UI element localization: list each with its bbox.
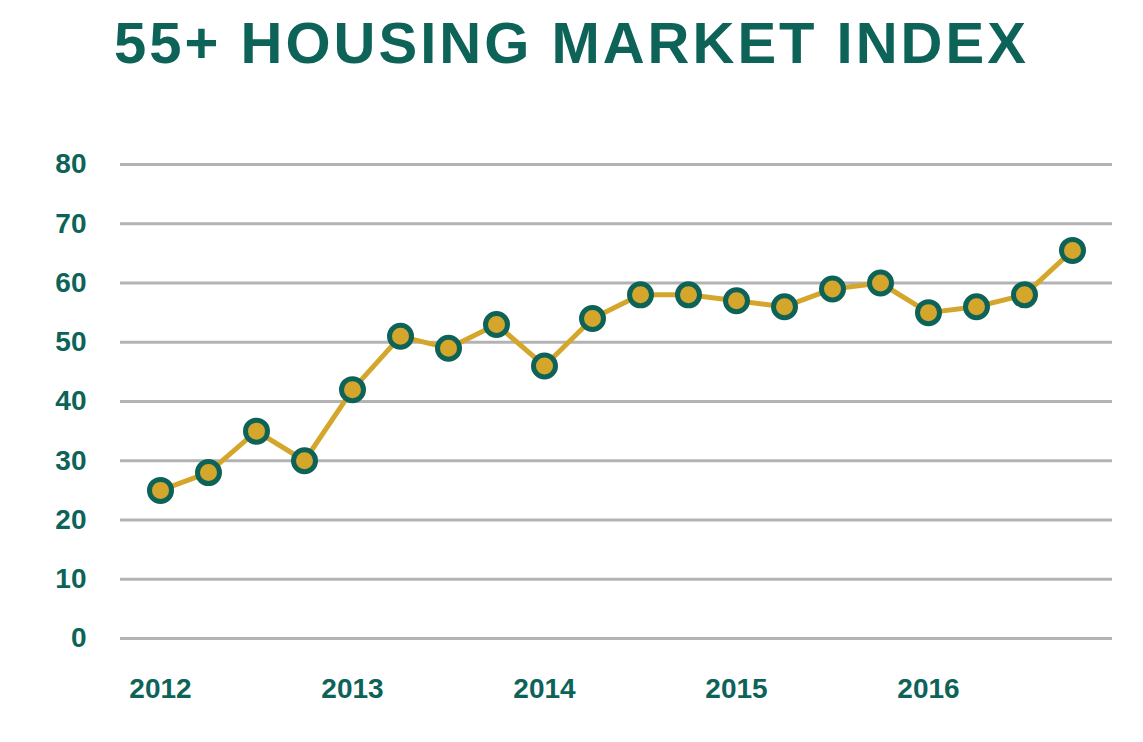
svg-text:30: 30: [55, 445, 86, 476]
svg-text:40: 40: [55, 385, 86, 416]
html-text:55+ HOUSING MARKET INDEX: 55+ HOUSING MARKET INDEX: [114, 10, 1029, 75]
svg-text:2014: 2014: [513, 673, 576, 704]
svg-text:50: 50: [55, 326, 86, 357]
svg-text:20: 20: [55, 504, 86, 535]
svg-text:70: 70: [55, 208, 86, 239]
svg-text:80: 80: [55, 148, 86, 179]
svg-text:2016: 2016: [897, 673, 959, 704]
svg-text:2013: 2013: [321, 673, 383, 704]
svg-text:2015: 2015: [705, 673, 767, 704]
svg-text:0: 0: [71, 622, 87, 653]
svg-text:60: 60: [55, 267, 86, 298]
svg-text:10: 10: [55, 563, 86, 594]
svg-text:2012: 2012: [129, 673, 191, 704]
